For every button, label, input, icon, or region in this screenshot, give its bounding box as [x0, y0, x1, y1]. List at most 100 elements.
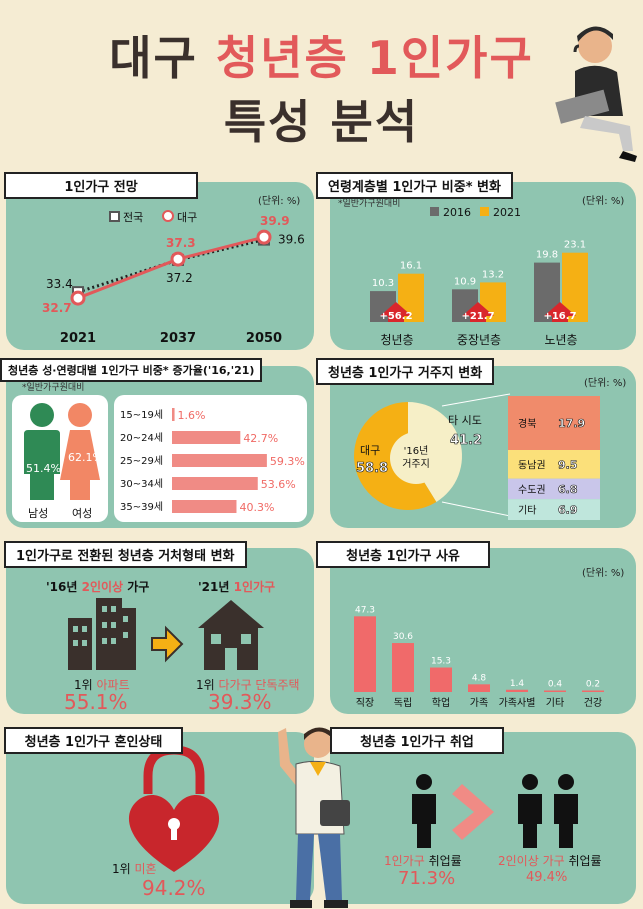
age-group-unit: (단위: %) — [582, 196, 625, 207]
breakdown-value: 6.9 — [558, 504, 578, 517]
age-rate-label: 59.3% — [270, 455, 305, 468]
age-tick-label: 20~24세 — [120, 432, 163, 444]
employment-left-value: 71.3% — [398, 868, 456, 889]
bar-2016-label: 19.8 — [536, 250, 558, 261]
reason-bar — [506, 689, 528, 692]
housing-left-rank: 1위 아파트 — [74, 678, 130, 692]
employment-title: 청년층 1인가구 취업 — [330, 727, 504, 754]
title-part1: 대구 — [109, 31, 198, 85]
daegu-value-label: 32.7 — [42, 301, 72, 315]
age-rate-bar-chart: 15~19세 1.6% 20~24세 42.7% 25~29세 59.3% 30~34세 53… — [120, 408, 305, 514]
breakdown-name: 수도권 — [518, 484, 546, 496]
breakdown-segment — [508, 499, 600, 520]
marriage-title: 청년층 1인가구 혼인상태 — [4, 727, 183, 754]
employment-illustration — [412, 774, 578, 848]
increase-label: +21.7 — [461, 311, 494, 322]
housing-right-head: '21년 1인가구 — [198, 580, 276, 594]
housing-right-value: 39.3% — [208, 690, 272, 714]
legend-2016-label: 2016 — [443, 206, 471, 219]
age-rate-bar — [172, 431, 241, 444]
pie-center-label: 거주지 — [402, 458, 430, 470]
reason-value-label: 30.6 — [393, 632, 413, 642]
residence-unit: (단위: %) — [584, 378, 627, 389]
pie-center — [390, 432, 442, 484]
breakdown-value: 17.9 — [558, 417, 585, 430]
gender-age-note: *일반가구원대비 — [22, 383, 85, 393]
age-rate-bar — [172, 454, 267, 467]
bar-2016-label: 10.9 — [454, 276, 476, 287]
legend-national-marker — [109, 211, 120, 222]
bar-2021-label: 13.2 — [482, 269, 504, 280]
increase-label: +16.7 — [543, 311, 576, 322]
gender-age-title: 청년층 성·연령대별 1인가구 비중* 증가율('16,'21) — [0, 358, 263, 382]
reason-bar — [354, 616, 376, 692]
reason-tick-label: 가족 — [470, 697, 488, 709]
x-tick-label: 청년층 — [380, 333, 413, 347]
housing-right-rank: 1위 다가구 단독주택 — [196, 678, 300, 692]
reason-tick-label: 기타 — [546, 697, 564, 709]
increase-arrow-icon — [380, 302, 412, 322]
bar-2021-label: 23.1 — [564, 240, 586, 251]
breakdown-value: 6.8 — [558, 483, 578, 496]
daegu-point — [70, 290, 86, 306]
person-laptop-illustration — [555, 26, 637, 162]
legend-daegu-label: 대구 — [177, 211, 197, 224]
increase-arrow-icon — [544, 302, 576, 322]
reason-bar — [544, 690, 566, 692]
connector-lines — [441, 393, 511, 517]
residence-title: 청년층 1인가구 거주지 변화 — [316, 358, 495, 385]
age-rate-label: 53.6% — [261, 478, 296, 491]
reason-tick-label: 학업 — [432, 696, 450, 709]
national-value-label: 33.4 — [46, 277, 73, 291]
male-head-icon — [30, 403, 54, 427]
female-label: 여성 — [72, 507, 93, 520]
male-body-icon — [24, 430, 60, 500]
title-part2: 청년층 1인가구 — [215, 31, 534, 85]
marriage-value: 94.2% — [142, 876, 206, 900]
x-tick-label: 2021 — [60, 331, 96, 346]
age-rate-label: 40.3% — [239, 501, 274, 514]
age-group-title: 연령계층별 1인가구 비중* 변화 — [316, 172, 513, 199]
legend-national-label: 전국 — [123, 211, 143, 224]
employment-right-value: 49.4% — [526, 870, 568, 885]
two-persons-icon — [518, 774, 578, 848]
reason-tick-label: 직장 — [356, 697, 374, 709]
age-rate-label: 1.6% — [178, 409, 206, 422]
male-label: 남성 — [28, 507, 49, 520]
age-rate-bar — [172, 500, 237, 513]
age-tick-label: 30~34세 — [120, 478, 163, 490]
reason-bar — [392, 643, 414, 692]
apartment-icon — [68, 598, 136, 670]
reason-bar-chart: 47.3 직장 30.6 독립 15.3 학업 4.8 가족 1.4 가족사별 0.4 기타 0.2 건강 — [354, 605, 604, 709]
x-tick-label: 2050 — [246, 331, 282, 346]
arrow-right-icon — [151, 625, 184, 663]
waving-man-illustration — [278, 727, 350, 908]
forecast-line-chart: 전국 대구 33.4 37.2 39.6 32.7 37.3 39.9 2021 2037 2050 — [42, 210, 305, 346]
housing-illustration — [68, 598, 264, 670]
reason-tick-label: 건강 — [584, 697, 602, 709]
housing-left-value: 55.1% — [64, 690, 128, 714]
legend-2021-marker — [480, 207, 489, 216]
age-tick-label: 35~39세 — [120, 501, 163, 513]
forecast-title: 1인가구 전망 — [4, 172, 198, 199]
page-title-line2: 특성 분석 — [223, 95, 420, 149]
age-rate-bar — [172, 477, 258, 490]
x-tick-label: 2037 — [160, 331, 196, 346]
legend-daegu-marker — [162, 210, 174, 222]
female-value: 62.1% — [68, 451, 103, 464]
age-rate-label: 42.7% — [243, 432, 278, 445]
daegu-point — [170, 251, 186, 267]
reason-unit: (단위: %) — [582, 568, 625, 579]
age-tick-label: 25~29세 — [120, 455, 163, 467]
age-group-note: *일반가구원대비 — [338, 199, 401, 209]
bar-2016-label: 10.3 — [372, 278, 394, 289]
reason-value-label: 0.2 — [586, 680, 600, 690]
age-rate-bar — [172, 408, 175, 421]
breakdown-name: 경북 — [518, 417, 536, 430]
reason-value-label: 1.4 — [510, 679, 525, 689]
national-value-label: 39.6 — [278, 233, 305, 247]
reason-value-label: 0.4 — [548, 680, 563, 690]
forecast-unit: (단위: %) — [258, 196, 301, 207]
national-value-label: 37.2 — [166, 271, 193, 285]
breakdown-name: 기타 — [518, 505, 536, 517]
